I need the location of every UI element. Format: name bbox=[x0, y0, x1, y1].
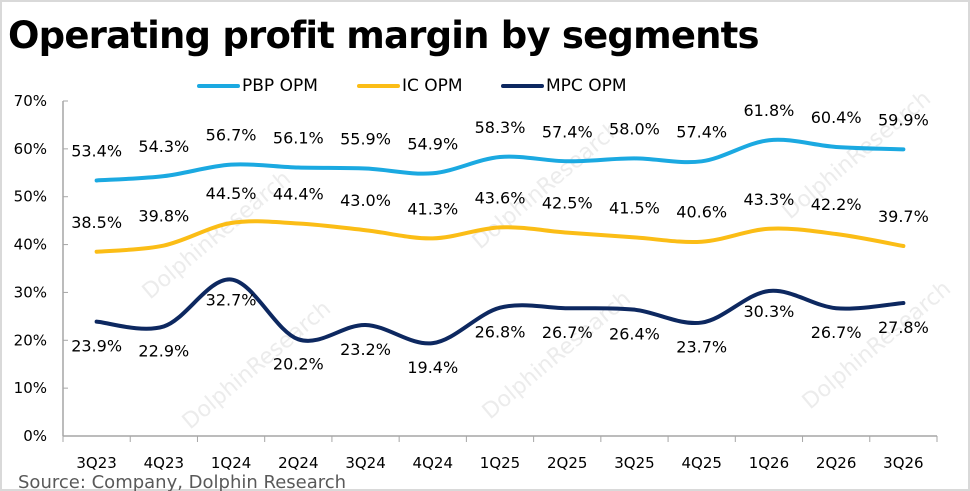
x-tick-label: 3Q24 bbox=[345, 454, 385, 472]
source-note: Source: Company, Dolphin Research bbox=[18, 474, 347, 491]
data-label: 43.3% bbox=[744, 190, 795, 209]
legend-swatch-ic bbox=[357, 84, 400, 88]
x-tick-label: 2Q25 bbox=[547, 454, 587, 472]
data-label: 56.7% bbox=[206, 126, 257, 145]
y-tick-label: 0% bbox=[23, 427, 47, 445]
data-label: 27.8% bbox=[878, 318, 929, 337]
y-tick-label: 60% bbox=[14, 140, 47, 158]
data-label: 26.7% bbox=[542, 323, 593, 342]
data-label: 23.9% bbox=[71, 337, 122, 356]
y-tick-label: 30% bbox=[14, 283, 47, 301]
y-tick-label: 70% bbox=[14, 92, 47, 110]
data-label: 23.7% bbox=[676, 338, 727, 357]
chart-title: Operating profit margin by segments bbox=[8, 14, 760, 57]
data-label: 30.3% bbox=[744, 302, 795, 321]
data-label: 26.4% bbox=[609, 325, 660, 344]
data-label: 57.4% bbox=[676, 122, 727, 141]
data-label: 42.2% bbox=[811, 195, 862, 214]
watermark-text: DolphinResearch bbox=[798, 276, 956, 414]
axes: 0% 10% 20% 30% 40% 50% 60% 70% 3Q23 4Q23 1Q24 2Q24 3… bbox=[14, 92, 938, 472]
data-label: 61.8% bbox=[744, 101, 795, 120]
x-tick-label: 1Q25 bbox=[480, 454, 520, 472]
x-tick-label: 4Q25 bbox=[681, 454, 721, 472]
data-label: 19.4% bbox=[407, 358, 458, 377]
legend-label-mpc: MPC OPM bbox=[546, 76, 627, 96]
x-tick-label: 4Q23 bbox=[144, 454, 184, 472]
data-label: 44.5% bbox=[206, 184, 257, 203]
data-label: 53.4% bbox=[71, 141, 122, 160]
legend-swatch-pbp bbox=[197, 84, 240, 88]
data-label: 56.1% bbox=[273, 129, 324, 148]
data-label: 39.8% bbox=[138, 207, 189, 226]
legend-item-ic: IC OPM bbox=[357, 76, 463, 96]
y-tick-label: 20% bbox=[14, 331, 47, 349]
x-tick-label: 1Q26 bbox=[749, 454, 789, 472]
legend-item-pbp: PBP OPM bbox=[197, 76, 318, 96]
x-tick-label: 4Q24 bbox=[413, 454, 453, 472]
legend-item-mpc: MPC OPM bbox=[501, 76, 627, 96]
y-tick-label: 40% bbox=[14, 236, 47, 254]
x-tick-label: 3Q26 bbox=[883, 454, 923, 472]
data-label: 57.4% bbox=[542, 122, 593, 141]
data-label: 38.5% bbox=[71, 213, 122, 232]
y-tick-label: 10% bbox=[14, 379, 47, 397]
series-line-pbp-opm bbox=[94, 137, 906, 183]
x-tick-label: 1Q24 bbox=[211, 454, 251, 472]
series-lines bbox=[94, 137, 906, 346]
legend-label-pbp: PBP OPM bbox=[242, 76, 318, 96]
data-label: 43.0% bbox=[340, 191, 391, 210]
x-tick-label: 3Q25 bbox=[614, 454, 654, 472]
data-label: 55.9% bbox=[340, 129, 391, 148]
legend-label-ic: IC OPM bbox=[402, 76, 463, 96]
data-label: 26.8% bbox=[475, 323, 526, 342]
data-label: 43.6% bbox=[475, 188, 526, 207]
data-label: 54.9% bbox=[407, 134, 458, 153]
data-label: 60.4% bbox=[811, 108, 862, 127]
y-tick-label: 50% bbox=[14, 188, 47, 206]
data-label: 41.3% bbox=[407, 199, 458, 218]
data-label: 39.7% bbox=[878, 207, 929, 226]
data-label: 41.5% bbox=[609, 198, 660, 217]
data-label: 58.3% bbox=[475, 118, 526, 137]
data-label: 26.7% bbox=[811, 323, 862, 342]
data-label: 59.9% bbox=[878, 110, 929, 129]
data-label: 22.9% bbox=[138, 341, 189, 360]
x-tick-label: 3Q23 bbox=[76, 454, 116, 472]
data-label: 32.7% bbox=[206, 291, 257, 310]
data-label: 54.3% bbox=[138, 137, 189, 156]
data-label: 23.2% bbox=[340, 340, 391, 359]
x-tick-label: 2Q26 bbox=[816, 454, 856, 472]
legend-swatch-mpc bbox=[501, 84, 544, 88]
data-labels: 53.4% 54.3% 56.7% 56.1% 55.9% 54.9% 58.3% 57.4%… bbox=[71, 101, 929, 377]
data-label: 20.2% bbox=[273, 354, 324, 373]
data-label: 58.0% bbox=[609, 119, 660, 138]
x-tick-label: 2Q24 bbox=[278, 454, 318, 472]
data-label: 40.6% bbox=[676, 203, 727, 222]
data-label: 44.4% bbox=[273, 185, 324, 204]
data-label: 42.5% bbox=[542, 194, 593, 213]
